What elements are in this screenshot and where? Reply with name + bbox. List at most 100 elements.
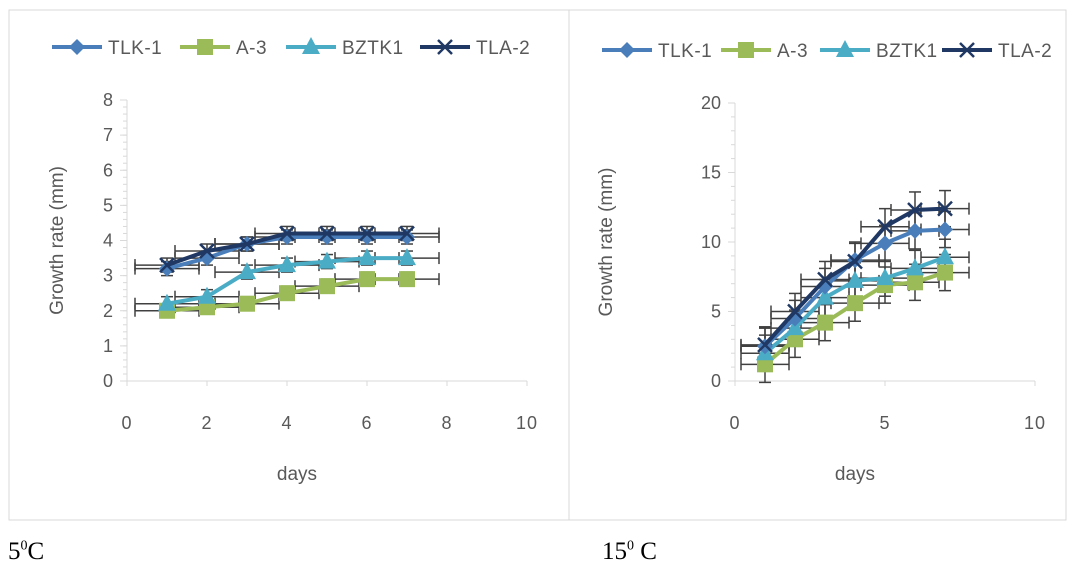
legend-marker	[836, 40, 854, 57]
chart-15c: 0 5 10 15 20 0 5 10 days Growth rate (mm) TLK-1 A-3…	[596, 40, 1052, 485]
legend-label: TLA-2	[476, 38, 530, 59]
x-tick-label: 10	[516, 413, 538, 433]
legend-label: A-3	[236, 38, 267, 59]
data-point-tla-2	[847, 253, 863, 270]
legend-label: TLK-1	[108, 38, 162, 59]
legend-label: TLK-1	[658, 41, 712, 62]
x-marker-stroke	[757, 336, 773, 353]
data-point-bztk1	[238, 262, 256, 280]
data-point-tla-2	[239, 236, 255, 252]
x-marker-stroke	[359, 225, 375, 242]
x-marker-stroke	[787, 303, 803, 320]
y-tick-label: 10	[701, 232, 721, 252]
x-marker-stroke	[817, 271, 833, 288]
y-tick-label: 2	[103, 301, 113, 321]
data-point-tla-2	[399, 225, 415, 242]
data-point-tla-2	[319, 225, 335, 242]
data-point-bztk1	[876, 268, 894, 286]
x-marker-stroke	[847, 253, 863, 270]
legend-marker	[69, 39, 85, 55]
right-chart-frame	[568, 9, 1067, 521]
caption-5c: 50C	[8, 538, 45, 565]
data-point-bztk1	[846, 270, 864, 288]
data-point-tla-2	[757, 336, 773, 353]
y-tick-label: 5	[103, 195, 113, 215]
data-point-tla-2	[787, 303, 803, 320]
data-point-tla-2	[279, 225, 295, 242]
data-point-tlk-1	[877, 235, 893, 252]
x-axis-title: days	[277, 464, 317, 485]
data-point-a-3	[847, 295, 863, 312]
legend-marker	[302, 37, 320, 54]
x-tick-label: 0	[729, 413, 740, 433]
legend-marker	[619, 42, 635, 58]
y-tick-label: 1	[103, 336, 113, 356]
y-tick-label: 4	[103, 231, 113, 251]
data-point-a-3	[279, 285, 295, 302]
x-marker-stroke	[319, 225, 335, 242]
y-tick-label: 7	[103, 125, 113, 145]
data-point-tla-2	[907, 202, 923, 218]
y-tick-label: 15	[701, 163, 721, 183]
data-point-tlk-1	[907, 222, 923, 239]
data-point-bztk1	[318, 251, 336, 269]
data-point-tla-2	[359, 225, 375, 242]
x-marker-stroke	[959, 42, 975, 58]
y-tick-label: 6	[103, 160, 113, 180]
legend-marker	[437, 39, 453, 55]
y-axis-title: Growth rate (mm)	[596, 168, 617, 317]
data-point-bztk1	[936, 247, 954, 265]
x-tick-label: 5	[879, 413, 890, 433]
legend-marker	[738, 42, 754, 58]
data-point-a-3	[817, 314, 833, 331]
data-point-a-3	[399, 271, 415, 288]
x-axis-title: days	[835, 464, 875, 485]
y-tick-label: 0	[103, 371, 113, 391]
data-point-tla-2	[877, 218, 893, 235]
data-point-a-3	[757, 356, 773, 373]
data-point-a-3	[239, 295, 255, 312]
data-point-bztk1	[278, 255, 296, 273]
x-marker-stroke	[399, 225, 415, 242]
data-point-a-3	[319, 278, 335, 295]
x-tick-label: 2	[201, 413, 212, 433]
x-marker-stroke	[907, 202, 923, 218]
x-marker-stroke	[159, 257, 175, 273]
x-tick-label: 0	[121, 413, 132, 433]
x-tick-label: 10	[1024, 413, 1046, 433]
x-marker-stroke	[937, 200, 953, 217]
legend-label: TLA-2	[998, 41, 1052, 62]
data-point-bztk1	[816, 287, 834, 305]
x-marker-stroke	[437, 39, 453, 55]
y-axis-title: Growth rate (mm)	[47, 166, 68, 315]
data-point-tla-2	[199, 243, 215, 259]
x-tick-label: 4	[281, 413, 292, 433]
x-tick-label: 8	[441, 413, 452, 433]
data-point-tla-2	[817, 271, 833, 288]
data-point-bztk1	[906, 258, 924, 276]
y-tick-label: 3	[103, 266, 113, 286]
data-point-a-3	[787, 331, 803, 348]
data-point-a-3	[937, 264, 953, 281]
legend-marker	[197, 39, 213, 55]
data-point-tla-2	[937, 200, 953, 217]
data-point-tla-2	[159, 257, 175, 273]
y-tick-label: 5	[711, 302, 721, 322]
x-marker-stroke	[877, 218, 893, 235]
x-marker-stroke	[239, 236, 255, 252]
y-tick-label: 0	[711, 371, 721, 391]
data-point-bztk1	[198, 286, 216, 304]
legend-label: A-3	[777, 41, 808, 62]
x-marker-stroke	[279, 225, 295, 242]
data-point-bztk1	[398, 248, 416, 266]
legend-label: BZTK1	[876, 41, 938, 62]
x-tick-label: 6	[361, 413, 372, 433]
data-point-a-3	[359, 271, 375, 288]
x-marker-stroke	[199, 243, 215, 259]
y-tick-label: 20	[701, 93, 721, 113]
data-point-tlk-1	[937, 221, 953, 238]
data-point-bztk1	[358, 248, 376, 266]
chart-5c: 0 1 2 3 4 5 6 7 8 0 2 4 6 8 10 days Growth rate (mm) TLK-…	[47, 37, 538, 485]
caption-15c: 150 C	[602, 538, 657, 565]
